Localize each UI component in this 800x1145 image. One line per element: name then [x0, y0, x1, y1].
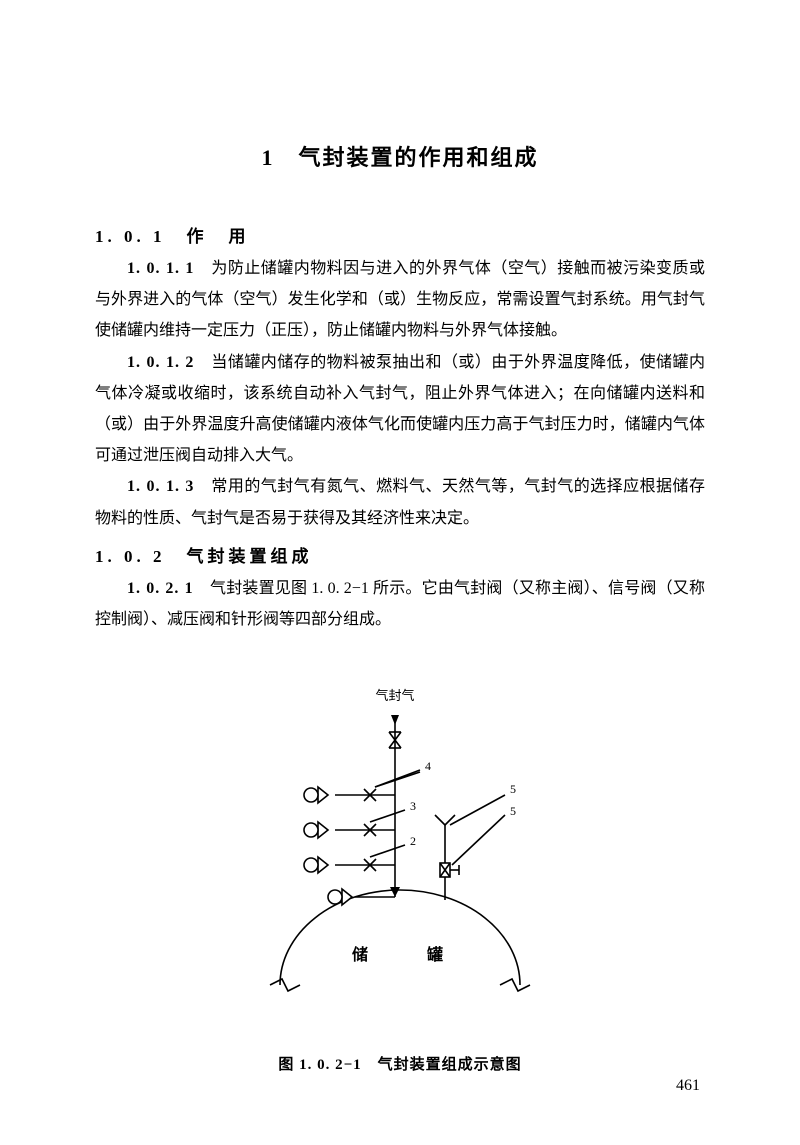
section-heading-1: 1. 0. 1 作 用	[95, 222, 705, 247]
section-title: 气封装置组成	[187, 547, 313, 566]
gas-seal-diagram: 气封气 储 罐 4 3 2 5 5	[220, 675, 580, 1035]
tank-label-left: 储	[351, 945, 368, 964]
chapter-number: 1	[261, 145, 274, 170]
chapter-title-text: 气封装置的作用和组成	[299, 145, 539, 170]
paragraph-4: 1. 0. 2. 1 气封装置见图 1. 0. 2−1 所示。它由气封阀（又称主…	[95, 573, 705, 635]
section-heading-2: 1. 0. 2 气封装置组成	[95, 542, 705, 567]
para-num: 1. 0. 1. 3	[127, 478, 194, 495]
page-number: 461	[676, 1077, 700, 1095]
paragraph-2: 1. 0. 1. 2 当储罐内储存的物料被泵抽出和（或）由于外界温度降低，使储罐…	[95, 347, 705, 472]
figure-top-label: 气封气	[375, 688, 414, 703]
callout-2: 2	[410, 834, 416, 848]
callout-5b: 5	[510, 804, 516, 818]
tank-label-right: 罐	[426, 945, 443, 964]
section-num: 1. 0. 2	[95, 547, 166, 566]
section-num: 1. 0. 1	[95, 227, 166, 246]
para-num: 1. 0. 1. 1	[127, 260, 194, 277]
section-title: 作 用	[187, 227, 250, 246]
paragraph-3: 1. 0. 1. 3 常用的气封气有氮气、燃料气、天然气等，气封气的选择应根据储…	[95, 471, 705, 533]
callout-5a: 5	[510, 782, 516, 796]
para-num: 1. 0. 1. 2	[127, 354, 194, 371]
para-num: 1. 0. 2. 1	[127, 580, 194, 597]
callout-3: 3	[410, 799, 416, 813]
paragraph-1: 1. 0. 1. 1 为防止储罐内物料因与进入的外界气体（空气）接触而被污染变质…	[95, 253, 705, 347]
callout-4: 4	[425, 759, 431, 773]
figure-caption: 图 1. 0. 2−1 气封装置组成示意图	[95, 1053, 705, 1074]
figure-container: 气封气 储 罐 4 3 2 5 5 图 1. 0. 2−1 气封装置组成示意图	[95, 675, 705, 1074]
chapter-title: 1 气封装置的作用和组成	[95, 140, 705, 172]
